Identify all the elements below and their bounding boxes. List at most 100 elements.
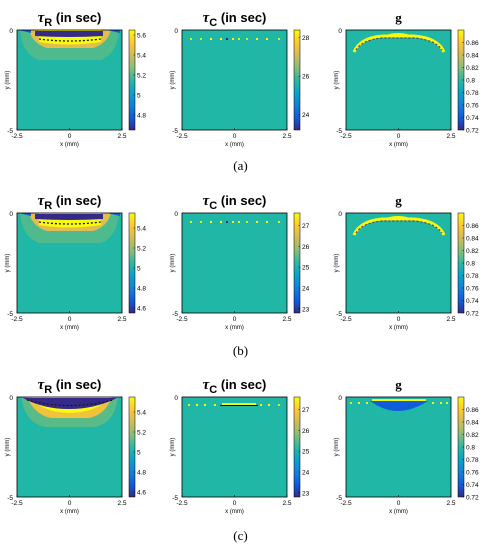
- colorbar-tick-label: 27: [302, 407, 310, 414]
- heatmap-panel: g -2.5 0 2.5 x (mm) 0 -5 y (mm) 0.86 0.84 0.82 0.8 0…: [334, 377, 479, 515]
- colorbar-tick-label: 5: [137, 450, 141, 457]
- x-tick-label: 0: [397, 133, 401, 140]
- x-tick-label: 0: [68, 500, 72, 507]
- x-tick-label: -2.5: [176, 316, 188, 323]
- colorbar: [293, 29, 301, 131]
- colorbar-tick-label: 0.86: [466, 407, 479, 414]
- colorbar-tick-label: 0.8: [466, 78, 475, 85]
- heatmap-features: [190, 221, 280, 223]
- x-tick-label: 2.5: [446, 133, 455, 140]
- colorbar-tick-label: 24: [302, 470, 310, 477]
- colorbar-tick-label: 25: [302, 449, 310, 456]
- panel-title: τR (in sec): [38, 193, 102, 212]
- colorbar-tick-label: 0.82: [466, 65, 479, 72]
- x-tick-label: 2.5: [117, 133, 126, 140]
- x-tick-label: -2.5: [340, 316, 352, 323]
- colorbar-tick-label: 4.6: [137, 490, 146, 497]
- heatmap-panel: τR (in sec) -2.5 0 2.5 x (mm) 0 -5 y (mm) 5.4 5.2…: [5, 377, 146, 515]
- heatmap-features: [352, 216, 446, 236]
- colorbar: [293, 396, 301, 498]
- colorbar: [128, 396, 136, 498]
- y-axis-label: y (mm): [334, 71, 340, 90]
- x-axis-label: x (mm): [60, 509, 79, 515]
- x-tick-label: 0: [397, 500, 401, 507]
- heatmap-features: [19, 30, 120, 60]
- y-tick-label: -5: [172, 495, 178, 502]
- y-tick-label: 0: [9, 211, 13, 218]
- y-tick-label: 0: [338, 211, 342, 218]
- x-tick-label: 2.5: [446, 500, 455, 507]
- colorbar-tick-label: 25: [302, 265, 310, 272]
- colorbar: [293, 212, 301, 314]
- heatmap-field: [346, 397, 451, 497]
- y-tick-label: -5: [7, 128, 13, 135]
- y-axis-label: y (mm): [334, 438, 340, 457]
- y-tick-label: 0: [338, 28, 342, 35]
- x-axis-label: x (mm): [60, 142, 79, 148]
- x-axis-label: x (mm): [225, 509, 244, 515]
- x-tick-label: 2.5: [282, 133, 291, 140]
- colorbar-tick-label: 26: [302, 244, 310, 251]
- y-tick-label: -5: [7, 495, 13, 502]
- x-tick-label: 2.5: [117, 316, 126, 323]
- y-tick-label: -5: [7, 311, 13, 318]
- colorbar-tick-label: 26: [302, 428, 310, 435]
- y-tick-label: 0: [174, 28, 178, 35]
- panel-title: τC (in sec): [203, 10, 267, 29]
- heatmap-panel: g -2.5 0 2.5 x (mm) 0 -5 y (mm) 0.86 0.84 0.82 0.8 0…: [334, 10, 479, 148]
- heatmap-panel: τC (in sec) -2.5 0 2.5 x (mm) 0 -5 y (mm) 27 26 25…: [170, 193, 310, 331]
- y-axis-label: y (mm): [5, 254, 11, 273]
- panel-title: τR (in sec): [38, 377, 102, 396]
- colorbar-tick-label: 0.78: [466, 273, 479, 280]
- x-tick-label: -2.5: [11, 316, 23, 323]
- colorbar-tick-label: 0.74: [466, 298, 479, 305]
- colorbar-tick-label: 0.78: [466, 90, 479, 97]
- colorbar-tick-label: 24: [302, 112, 310, 119]
- colorbar-tick-label: 5.2: [137, 430, 146, 437]
- y-tick-label: -5: [172, 128, 178, 135]
- x-axis-label: x (mm): [225, 142, 244, 148]
- colorbar-tick-label: 0.86: [466, 223, 479, 230]
- x-tick-label: 2.5: [282, 500, 291, 507]
- x-tick-label: -2.5: [176, 133, 188, 140]
- colorbar-tick-label: 0.72: [466, 128, 479, 135]
- y-tick-label: -5: [172, 311, 178, 318]
- colorbar: [128, 29, 136, 131]
- y-tick-label: 0: [338, 395, 342, 402]
- colorbar-tick-label: 5: [137, 266, 141, 273]
- heatmap-features: [352, 33, 446, 53]
- heatmap-panel: τR (in sec) -2.5 0 2.5 x (mm) 0 -5 y (mm) 5.6 5.4…: [5, 10, 146, 148]
- heatmap-features: [19, 213, 120, 243]
- x-axis-label: x (mm): [389, 142, 408, 148]
- colorbar: [128, 212, 136, 314]
- colorbar-tick-label: 5.2: [137, 73, 146, 80]
- row-label-a: (a): [233, 158, 248, 173]
- colorbar-tick-label: 0.82: [466, 432, 479, 439]
- heatmap-field: [182, 30, 287, 130]
- y-tick-label: 0: [9, 395, 13, 402]
- colorbar-tick-label: 5.2: [137, 246, 146, 253]
- x-tick-label: 2.5: [446, 316, 455, 323]
- colorbar-tick-label: 0.8: [466, 261, 475, 268]
- x-axis-label: x (mm): [389, 509, 408, 515]
- colorbar-tick-label: 0.82: [466, 248, 479, 255]
- colorbar-tick-label: 4.8: [137, 286, 146, 293]
- colorbar-tick-label: 23: [302, 306, 310, 313]
- x-axis-label: x (mm): [389, 325, 408, 331]
- colorbar-tick-label: 0.76: [466, 103, 479, 110]
- panel-title: g: [395, 193, 402, 208]
- x-axis-label: x (mm): [60, 325, 79, 331]
- colorbar-tick-label: 24: [302, 286, 310, 293]
- colorbar-tick-label: 4.6: [137, 306, 146, 313]
- row-label-c: (c): [233, 528, 248, 543]
- row-label-b: (b): [232, 343, 249, 358]
- heatmap-field: [182, 397, 287, 497]
- x-tick-label: 0: [233, 316, 237, 323]
- panel-title: τC (in sec): [203, 193, 267, 212]
- x-tick-label: -2.5: [176, 500, 188, 507]
- y-axis-label: y (mm): [170, 254, 176, 273]
- y-tick-label: -5: [336, 128, 342, 135]
- y-axis-label: y (mm): [334, 254, 340, 273]
- x-tick-label: 0: [68, 133, 72, 140]
- heatmap-field: [346, 30, 451, 130]
